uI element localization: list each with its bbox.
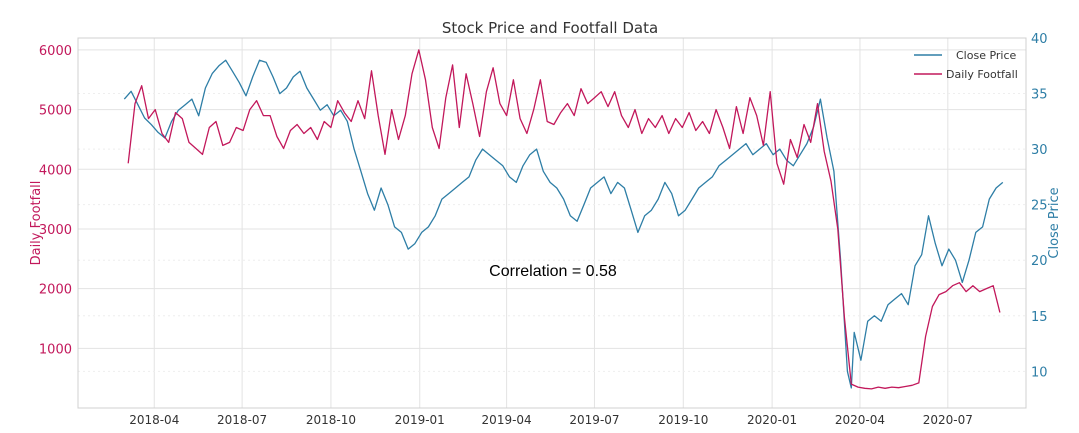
x-tick-label: 2020-04	[835, 413, 885, 427]
x-axis-ticks: 2018-04 2018-07 2018-10 2019-01 2019-04 2019-…	[129, 413, 973, 427]
legend: Close Price Daily Footfall	[914, 49, 1018, 81]
x-tick-label: 2019-04	[482, 413, 532, 427]
y-right-tick-label: 30	[1031, 143, 1048, 158]
y-right-tick-label: 35	[1031, 88, 1048, 103]
chart-title: Stock Price and Footfall Data	[442, 19, 658, 37]
x-tick-label: 2019-10	[658, 413, 708, 427]
right-axis-ticks: 10 15 20 25 30 35 40	[1031, 32, 1048, 380]
grid-layer	[78, 37, 1026, 408]
y-right-tick-label: 10	[1031, 365, 1048, 380]
y-axis-left-label: Daily Footfall	[29, 181, 44, 266]
x-tick-label: 2018-04	[129, 413, 179, 427]
x-tick-label: 2019-01	[395, 413, 445, 427]
series-line-close-price	[123, 59, 1004, 389]
x-tick-label: 2019-07	[569, 413, 619, 427]
plot-frame	[77, 37, 1027, 409]
y-left-tick-label: 4000	[39, 163, 72, 178]
correlation-annotation: Correlation = 0.58	[489, 263, 617, 280]
x-tick-label: 2020-01	[747, 413, 797, 427]
x-tick-label: 2018-07	[217, 413, 267, 427]
y-left-tick-label: 2000	[39, 283, 72, 298]
y-left-tick-label: 6000	[39, 44, 72, 59]
y-axis-right-label: Close Price	[1047, 187, 1062, 258]
series-line-daily-footfall	[127, 49, 1001, 390]
y-left-tick-label: 3000	[39, 223, 72, 238]
y-right-tick-label: 20	[1031, 254, 1048, 269]
y-right-tick-label: 25	[1031, 199, 1048, 214]
legend-label-close-price: Close Price	[956, 49, 1017, 62]
x-tick-label: 2018-10	[306, 413, 356, 427]
y-left-tick-label: 5000	[39, 104, 72, 119]
y-right-tick-label: 40	[1031, 32, 1048, 47]
x-tick-label: 2020-07	[923, 413, 973, 427]
series-layer	[123, 49, 1004, 390]
y-left-tick-label: 1000	[39, 342, 72, 357]
left-axis-ticks: 1000 2000 3000 4000 5000 6000	[39, 44, 72, 357]
y-right-tick-label: 15	[1031, 310, 1048, 325]
legend-label-daily-footfall: Daily Footfall	[946, 68, 1018, 81]
